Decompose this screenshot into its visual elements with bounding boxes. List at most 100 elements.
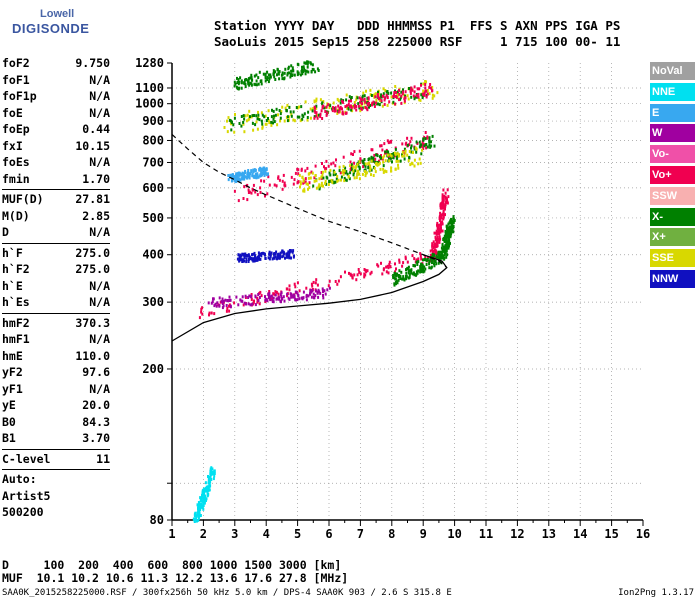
param-row: hmE 110.0 xyxy=(2,349,110,366)
echo-point xyxy=(256,258,259,262)
echo-point xyxy=(248,173,251,177)
param-row: C-level 11 xyxy=(2,452,110,469)
echo-point xyxy=(424,255,427,259)
echo-point xyxy=(264,257,267,260)
echo-point xyxy=(381,272,384,276)
echo-point xyxy=(436,238,439,242)
echo-point xyxy=(302,296,305,300)
echo-point xyxy=(414,264,416,268)
echo-point xyxy=(260,119,263,123)
echo-point xyxy=(431,242,434,246)
echo-point xyxy=(300,105,303,109)
param-key: M(D) xyxy=(2,208,30,223)
param-key: foEs xyxy=(2,155,30,169)
echo-point xyxy=(311,171,314,175)
echo-point xyxy=(218,304,221,308)
echo-point xyxy=(408,150,411,153)
echo-point xyxy=(301,117,304,121)
echo-point xyxy=(383,102,386,106)
echo-point xyxy=(440,255,442,259)
echo-point xyxy=(442,201,445,205)
param-key: foF2 xyxy=(2,56,30,70)
echo-point xyxy=(359,158,362,161)
echo-point xyxy=(234,113,236,116)
echo-point xyxy=(210,311,213,315)
echo-point xyxy=(410,86,413,90)
echo-point xyxy=(344,178,347,182)
echo-point xyxy=(410,95,413,99)
echo-point xyxy=(354,169,357,173)
echo-point xyxy=(266,70,269,74)
echo-point xyxy=(350,99,352,103)
trace-F2-X-trace xyxy=(392,215,456,287)
echo-point xyxy=(290,64,293,68)
echo-point xyxy=(248,109,251,113)
echo-point xyxy=(299,180,302,184)
echo-point xyxy=(392,100,395,104)
echo-point xyxy=(256,117,259,121)
echo-point xyxy=(288,115,290,119)
echo-point xyxy=(298,115,301,119)
echo-point xyxy=(297,294,300,298)
echo-point xyxy=(286,71,289,75)
echo-point xyxy=(207,492,210,496)
echo-point xyxy=(293,295,296,299)
echo-point xyxy=(451,225,454,229)
echo-point xyxy=(233,84,236,88)
echo-point xyxy=(309,116,312,120)
echo-point xyxy=(260,294,263,298)
echo-point xyxy=(301,72,304,76)
echo-point xyxy=(319,112,322,116)
echo-point xyxy=(405,277,407,281)
echo-point xyxy=(283,181,286,185)
echo-point xyxy=(269,73,272,77)
echo-point xyxy=(397,163,399,167)
echo-point xyxy=(317,288,320,292)
echo-point xyxy=(433,253,435,257)
echo-point xyxy=(331,109,334,113)
echo-point xyxy=(447,244,450,248)
echo-point xyxy=(417,162,420,166)
echo-point xyxy=(296,115,299,119)
param-row: h`F 275.0 xyxy=(2,246,110,263)
echo-point xyxy=(243,301,246,305)
echo-point xyxy=(350,106,353,110)
echo-point xyxy=(288,284,291,288)
echo-point xyxy=(250,256,253,260)
echo-point xyxy=(237,177,240,181)
echo-point xyxy=(404,257,407,261)
echo-point xyxy=(196,512,199,515)
echo-point xyxy=(440,202,443,206)
echo-point xyxy=(273,256,276,260)
trace-e-blob xyxy=(227,166,269,183)
echo-point xyxy=(395,95,398,99)
echo-point xyxy=(353,161,356,165)
echo-point xyxy=(346,104,348,108)
echo-point xyxy=(283,77,286,81)
param-key: h`F xyxy=(2,245,23,260)
echo-point xyxy=(425,95,428,99)
echo-point xyxy=(344,166,347,170)
legend-item-sse: SSE xyxy=(650,249,695,268)
echo-point xyxy=(260,111,263,115)
legend-item-ssw: SSW xyxy=(650,186,695,205)
x-tick-label: 14 xyxy=(573,527,587,541)
echo-point xyxy=(292,249,295,253)
y-tick-label: 200 xyxy=(142,362,164,376)
echo-point xyxy=(442,217,445,221)
echo-point xyxy=(261,173,264,176)
echo-point xyxy=(260,168,263,172)
profile-solid-line xyxy=(171,254,448,342)
echo-point xyxy=(384,89,387,92)
param-row: fxI 10.15 xyxy=(2,139,110,156)
echo-point xyxy=(204,495,207,499)
echo-point xyxy=(330,162,333,166)
echo-point xyxy=(398,269,401,273)
echo-point xyxy=(275,107,278,111)
echo-point xyxy=(406,153,409,157)
echo-point xyxy=(284,256,286,260)
echo-point xyxy=(298,297,301,301)
echo-point xyxy=(265,119,268,122)
echo-point xyxy=(359,100,362,104)
echo-point xyxy=(250,73,253,77)
